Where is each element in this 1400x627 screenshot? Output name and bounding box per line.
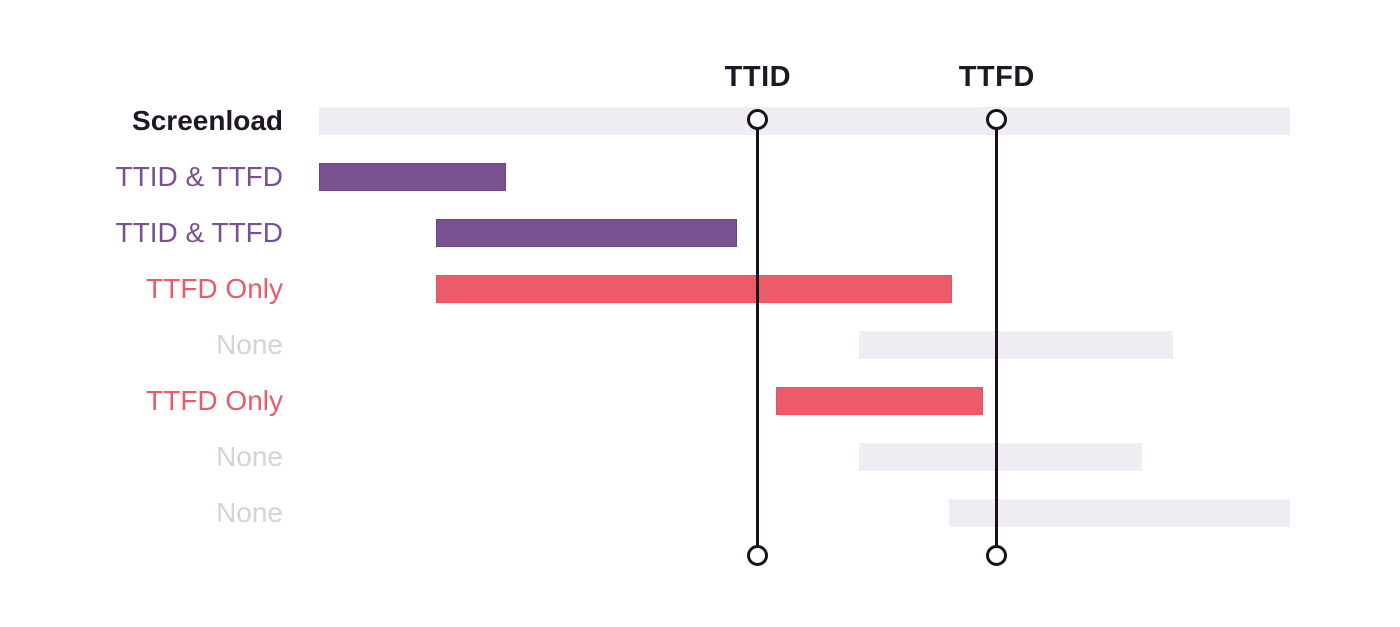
span-bar-screenload-0 <box>319 107 1290 135</box>
span-bar-red-5 <box>776 387 984 415</box>
span-bar-red-3 <box>435 275 953 303</box>
marker-circle-ttid-top <box>746 109 768 130</box>
row-label-none-6: None <box>216 441 283 472</box>
marker-label-ttid: TTID <box>724 61 792 93</box>
marker-circle-ttid-bottom <box>746 545 768 566</box>
marker-line-ttfd <box>995 120 999 556</box>
marker-label-ttfd: TTFD <box>958 61 1035 93</box>
row-label-ttid-ttfd-1: TTID & TTFD <box>115 161 283 192</box>
row-label-ttfd-only-3: TTFD Only <box>146 273 283 304</box>
marker-line-ttid <box>756 120 760 556</box>
row-label-ttid-ttfd-2: TTID & TTFD <box>115 217 283 248</box>
marker-circle-ttfd-bottom <box>985 545 1007 566</box>
span-bar-none-7 <box>949 499 1290 527</box>
span-bar-purple-1 <box>319 163 507 191</box>
span-bar-purple-2 <box>435 219 737 247</box>
row-label-none-4: None <box>216 329 283 360</box>
marker-circle-ttfd-top <box>985 109 1007 130</box>
row-label-ttfd-only-5: TTFD Only <box>146 385 283 416</box>
span-bar-none-4 <box>858 331 1173 359</box>
row-label-none-7: None <box>216 497 283 528</box>
row-label-screenload-0: Screenload <box>132 105 283 136</box>
span-bar-none-6 <box>858 443 1143 471</box>
